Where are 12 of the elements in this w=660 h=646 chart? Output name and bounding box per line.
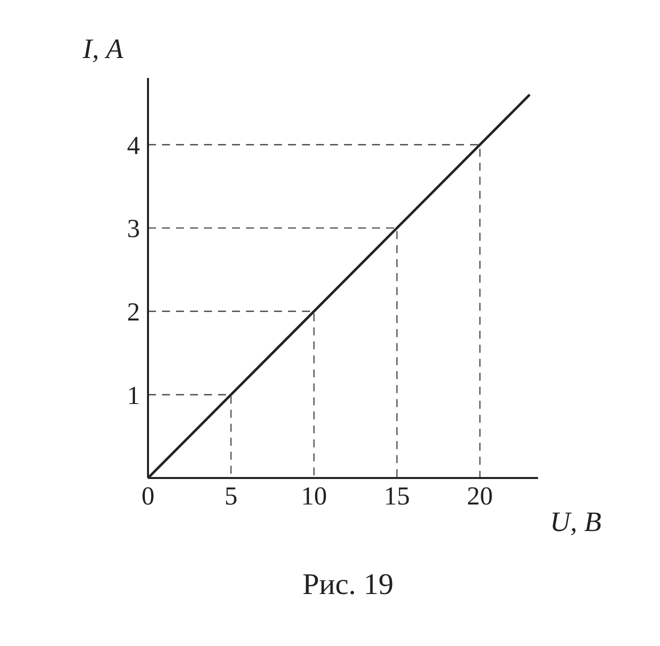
y-axis-title: I, А — [82, 34, 124, 65]
x-tick-label: 15 — [384, 481, 410, 510]
x-axis-title: U, В — [550, 506, 602, 538]
text: Рис. 19 — [301, 568, 395, 602]
y-tick-label: 3 — [127, 214, 140, 244]
x-tick-label: 20 — [466, 481, 493, 510]
y-tick-label: 4 — [127, 130, 140, 160]
x-tick-label: 5 — [224, 481, 238, 510]
x-tick-label: 0 — [142, 481, 154, 510]
y-tick-label: 2 — [127, 298, 140, 327]
y-tick-label: 1 — [127, 380, 140, 410]
x-tick-label: 10 — [300, 481, 327, 510]
